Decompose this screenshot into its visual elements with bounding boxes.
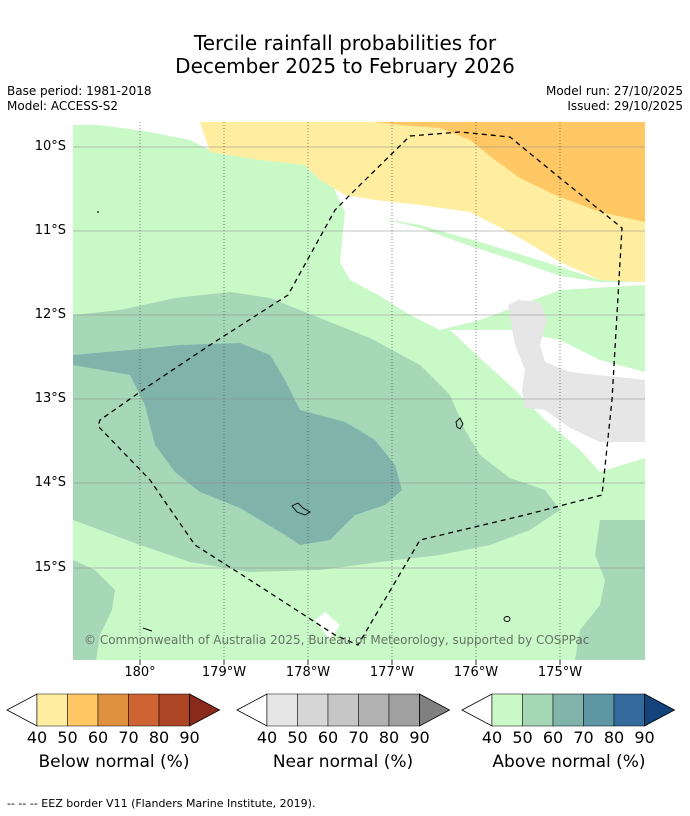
colorbar-arrow-low [236, 693, 268, 727]
colorbar-tick-label: 80 [148, 728, 170, 747]
colorbar-tick-label: 60 [87, 728, 109, 747]
region-above-50-east [575, 520, 645, 660]
colorbar-segment [97, 693, 129, 727]
legend-title-near: Near normal (%) [272, 752, 414, 772]
colorbar-segment [613, 693, 645, 727]
footer-note: -- -- -- EEZ border V11 (Flanders Marine… [7, 797, 316, 810]
colorbar-arrow-low [6, 693, 38, 727]
colorbar-tick-label: 70 [348, 728, 369, 747]
colorbar-above-normal [461, 693, 676, 727]
lat-label-14s: 14°S [34, 475, 66, 490]
colorbar-arrow-high [419, 693, 451, 727]
chart-title-line1: Tercile rainfall probabilities for [193, 31, 497, 55]
region-no-signal-mid [340, 212, 645, 330]
colorbars [6, 693, 676, 727]
colorbar-segment [128, 693, 160, 727]
island-small-south [503, 616, 511, 622]
colorbar-tick-label: 80 [603, 728, 625, 747]
colorbar-tick-label: 90 [634, 728, 655, 747]
colorbar-segment [67, 693, 99, 727]
colorbar-tick-label: 40 [256, 728, 278, 747]
lat-label-15s: 15°S [34, 560, 66, 575]
legend-title-above: Above normal (%) [492, 752, 646, 772]
colorbar-tick-label: 40 [26, 728, 48, 747]
colorbar-tick-label: 70 [118, 728, 139, 747]
island-small-east [455, 417, 464, 430]
colorbar-arrow-high [644, 693, 676, 727]
lat-label-12s: 12°S [34, 307, 66, 322]
colorbar-tick-label: 90 [179, 728, 200, 747]
lon-label-175w: 175°W [537, 665, 583, 680]
region-above-50-southwest [73, 560, 115, 660]
colorbar-tick-label: 90 [409, 728, 430, 747]
lat-label-11s: 11°S [34, 223, 66, 238]
colorbar-tick-label: 40 [481, 728, 503, 747]
colorbar-tick-label: 70 [573, 728, 594, 747]
model-name: Model: ACCESS-S2 [7, 99, 119, 113]
meta-left: Base period: 1981-2018 Model: ACCESS-S2 [7, 84, 152, 114]
lon-label-177w: 177°W [369, 665, 415, 680]
colorbar-segment [327, 693, 359, 727]
issued-date: Issued: 29/10/2025 [567, 99, 683, 113]
colorbar-tick-label: 60 [542, 728, 564, 747]
colorbar-segment [388, 693, 420, 727]
colorbar-segment [491, 693, 523, 727]
lon-label-176w: 176°W [453, 665, 499, 680]
region-above-60 [73, 343, 402, 545]
lon-label-179w: 179°W [201, 665, 247, 680]
base-period: Base period: 1981-2018 [7, 84, 152, 98]
lon-label-178w: 178°W [285, 665, 331, 680]
colorbar-near-normal [236, 693, 451, 727]
island-upolu [291, 502, 311, 516]
colorbar-segment [36, 693, 68, 727]
model-run: Model run: 27/10/2025 [545, 84, 683, 98]
colorbar-below-normal [6, 693, 221, 727]
island-reef [142, 627, 153, 632]
eez-border [97, 131, 623, 646]
colorbar-arrow-low [461, 693, 493, 727]
axis-ticks [139, 660, 561, 665]
map-fill-layer [73, 122, 645, 660]
lat-label-13s: 13°S [34, 391, 66, 406]
colorbar-segment [158, 693, 190, 727]
colorbar-segment [266, 693, 298, 727]
colorbar-segment [522, 693, 554, 727]
colorbar-segment [552, 693, 584, 727]
colorbar-segment [358, 693, 390, 727]
colorbar-tick-label: 50 [57, 728, 78, 747]
colorbar-segment [297, 693, 329, 727]
lat-label-10s: 10°S [34, 139, 66, 154]
copyright-text: © Commonwealth of Australia 2025, Bureau… [84, 633, 589, 647]
legend-title-below: Below normal (%) [38, 752, 190, 772]
lon-label-180: 180° [124, 665, 156, 680]
region-no-signal-south [315, 612, 340, 640]
island-dot [97, 211, 99, 213]
colorbar-tick-label: 80 [378, 728, 400, 747]
map-gridlines [73, 146, 645, 569]
chart-title-line2: December 2025 to February 2026 [175, 54, 515, 78]
meta-right: Model run: 27/10/2025 Issued: 29/10/2025 [546, 84, 683, 114]
colorbar-segment [583, 693, 615, 727]
colorbar-tick-label: 60 [317, 728, 339, 747]
colorbar-tick-label: 50 [287, 728, 308, 747]
colorbar-arrow-high [189, 693, 221, 727]
colorbar-tick-label: 50 [512, 728, 533, 747]
